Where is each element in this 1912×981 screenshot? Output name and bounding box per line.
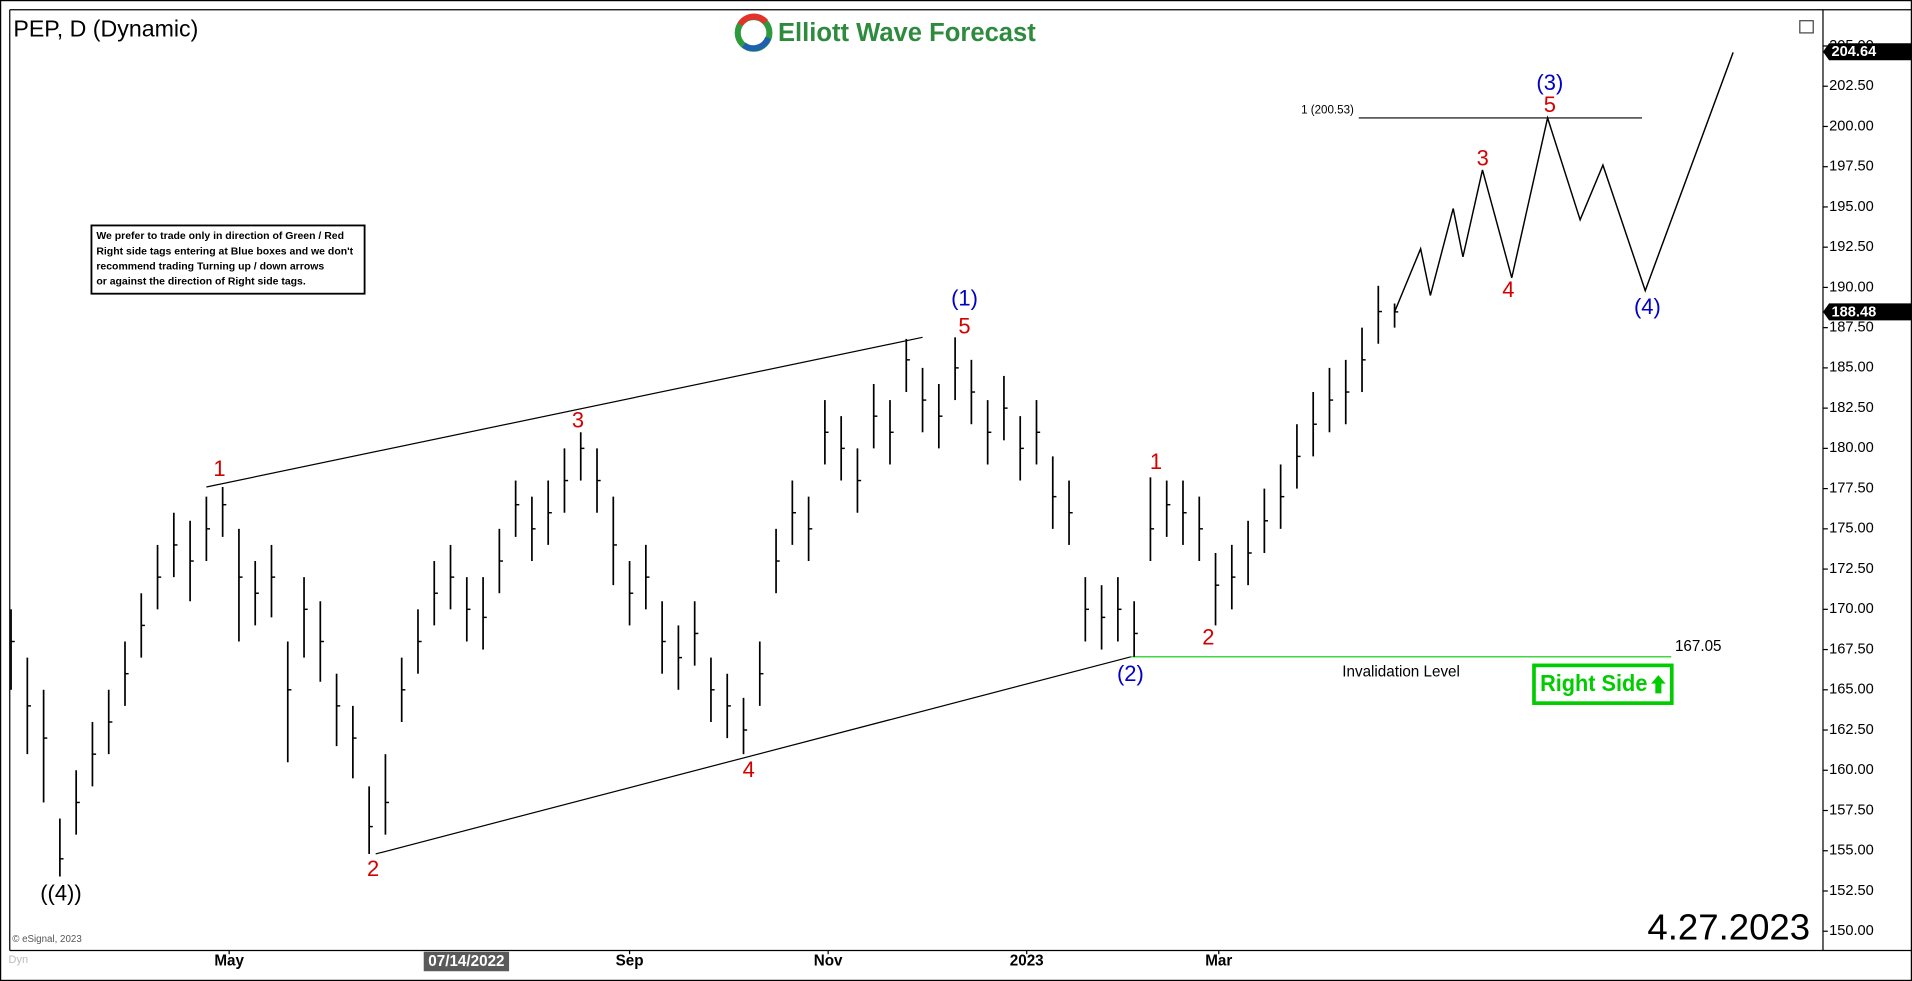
y-tick-label: 157.50 xyxy=(1829,802,1874,818)
logo: Elliott Wave Forecast xyxy=(734,13,1036,52)
wave-label: 1 xyxy=(213,456,225,481)
wave-label: (3) xyxy=(1536,70,1563,95)
y-tick-label: 172.50 xyxy=(1829,561,1874,577)
wave-label: 5 xyxy=(1544,92,1556,117)
wave-label: (4) xyxy=(1634,294,1661,319)
y-tick-label: 202.50 xyxy=(1829,78,1874,94)
y-tick-label: 160.00 xyxy=(1829,762,1874,778)
x-tick-label: Mar xyxy=(1205,953,1232,970)
invalidation-value: 167.05 xyxy=(1675,638,1722,655)
crosshair-label: 07/14/2022 xyxy=(428,953,504,970)
note-box xyxy=(90,224,366,295)
y-tick-label: 180.00 xyxy=(1829,440,1874,456)
y-tick-label: 187.50 xyxy=(1829,320,1874,336)
copyright: © eSignal, 2023 xyxy=(12,934,82,945)
wave-label: 2 xyxy=(367,856,379,881)
fib-label: 1 (200.53) xyxy=(1301,105,1354,117)
tag-box xyxy=(1532,663,1674,705)
y-tick-label: 192.50 xyxy=(1829,239,1874,255)
logo-arc xyxy=(742,36,772,52)
y-tick-label: 195.00 xyxy=(1829,199,1874,215)
x-tick-label: 2023 xyxy=(1010,953,1044,970)
note-line: or against the direction of Right side t… xyxy=(96,277,306,288)
note-line: We prefer to trade only in direction of … xyxy=(96,231,344,242)
price-tag-label: 204.64 xyxy=(1832,44,1878,60)
y-tick-label: 152.50 xyxy=(1829,883,1874,899)
y-tick-label: 170.00 xyxy=(1829,601,1874,617)
y-tick-label: 175.00 xyxy=(1829,521,1874,537)
y-tick-label: 165.00 xyxy=(1829,682,1874,698)
y-tick-label: 167.50 xyxy=(1829,641,1874,657)
price-tag-box xyxy=(1822,43,1912,61)
wave-label: 5 xyxy=(958,314,970,339)
y-tick-label: 150.00 xyxy=(1829,923,1874,939)
date-stamp: 4.27.2023 xyxy=(1647,906,1810,947)
note-line: recommend trading Turning up / down arro… xyxy=(96,261,324,272)
wave-label: (2) xyxy=(1117,661,1144,686)
y-tick-label: 200.00 xyxy=(1829,118,1874,134)
invalidation-label: Invalidation Level xyxy=(1342,664,1460,681)
trendline xyxy=(206,336,923,488)
wave-label: (1) xyxy=(951,286,978,311)
wave-label: 1 xyxy=(1150,449,1162,474)
y-tick-label: 182.50 xyxy=(1829,400,1874,416)
y-tick-label: 177.50 xyxy=(1829,480,1874,496)
y-tick-label: 185.00 xyxy=(1829,360,1874,376)
brand: Elliott Wave Forecast xyxy=(778,19,1036,47)
y-tick-label: 197.50 xyxy=(1829,159,1874,175)
y-tick-label: 190.00 xyxy=(1829,279,1874,295)
y-tick-label: 162.50 xyxy=(1829,722,1874,738)
logo-arc xyxy=(737,13,769,27)
note-line: Right side tags entering at Blue boxes a… xyxy=(96,246,353,257)
projection-line xyxy=(1393,52,1734,313)
chart-title: PEP, D (Dynamic) xyxy=(13,16,198,42)
wave-label: 3 xyxy=(572,407,584,432)
price-tag-box xyxy=(1822,303,1912,321)
restore-icon[interactable] xyxy=(1799,20,1814,34)
price-tag-label: 188.48 xyxy=(1832,304,1877,320)
wave-label: ((4)) xyxy=(40,880,81,905)
x-tick-label: Nov xyxy=(814,953,843,970)
wave-label: 3 xyxy=(1477,145,1489,170)
wave-label: 2 xyxy=(1202,624,1214,649)
tag-arrow xyxy=(1651,675,1666,694)
y-tick-label: 155.00 xyxy=(1829,843,1874,859)
crosshair-box xyxy=(423,951,510,972)
x-tick-label: May xyxy=(214,953,244,970)
trendline xyxy=(375,656,1132,855)
x-tick-label: Sep xyxy=(616,953,644,970)
wave-label: 4 xyxy=(743,757,755,782)
corner-tag: Dyn xyxy=(9,954,29,966)
tag-label: Right Side xyxy=(1540,670,1647,696)
right-side-tag: Right Side xyxy=(1532,663,1674,705)
wave-label: 4 xyxy=(1502,277,1514,302)
